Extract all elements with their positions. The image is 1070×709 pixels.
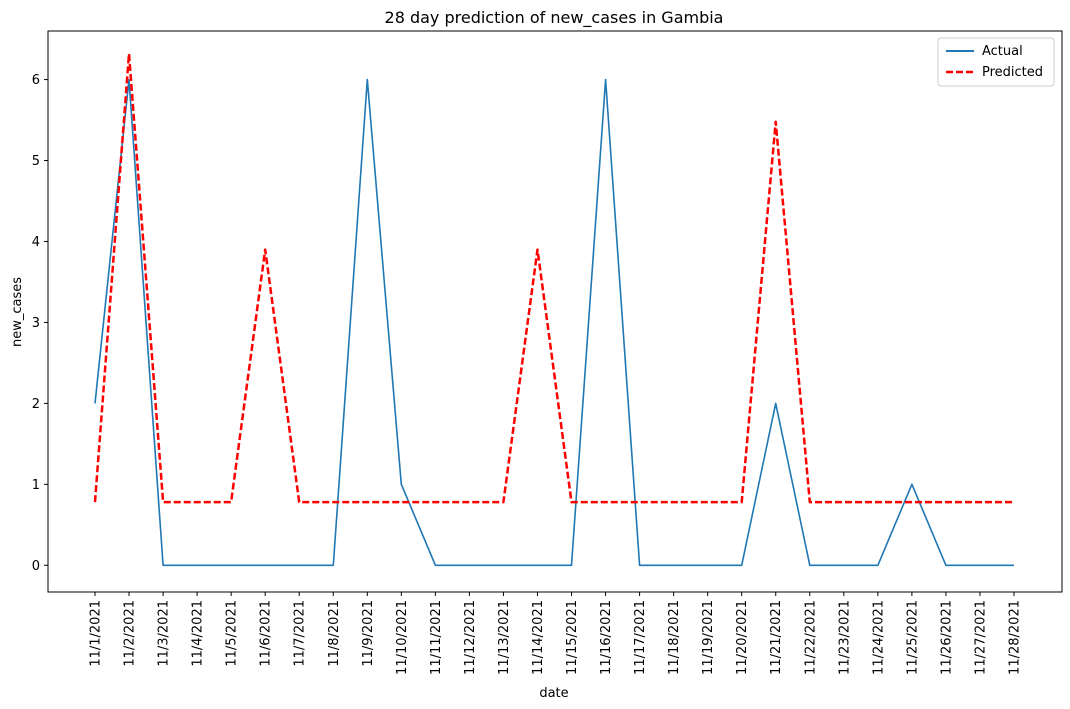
series-line-actual <box>94 78 1014 567</box>
x-tick-label: 11/7/2021 <box>293 600 308 667</box>
x-tick-label: 11/5/2021 <box>225 600 240 667</box>
y-tick-label: 2 <box>32 397 40 412</box>
x-tick-label: 11/9/2021 <box>361 600 376 667</box>
x-tick-label: 11/27/2021 <box>973 600 988 675</box>
x-tick-label: 11/23/2021 <box>837 600 852 675</box>
x-tick-label: 11/2/2021 <box>123 600 138 667</box>
x-tick-label: 11/15/2021 <box>565 600 580 675</box>
y-tick-label: 0 <box>32 559 40 574</box>
y-tick-label: 1 <box>32 478 40 493</box>
x-tick-label: 11/6/2021 <box>259 600 274 667</box>
x-tick-label: 11/1/2021 <box>89 600 104 667</box>
x-tick-label: 11/18/2021 <box>667 600 682 675</box>
x-axis: 11/1/2021 11/2/2021 11/3/2021 11/4/2021 11/5… <box>89 592 1023 675</box>
x-tick-label: 11/4/2021 <box>191 600 206 667</box>
y-axis: 0 1 2 3 4 5 6 <box>32 73 48 574</box>
chart-title: 28 day prediction of new_cases in Gambia <box>385 8 724 28</box>
x-tick-label: 11/10/2021 <box>395 600 410 675</box>
y-tick-label: 5 <box>32 154 40 169</box>
x-tick-label: 11/8/2021 <box>327 600 342 667</box>
plot-area <box>47 30 1063 593</box>
legend-label-predicted: Predicted <box>982 65 1043 80</box>
series-lines <box>93 52 1014 567</box>
x-tick-label: 11/20/2021 <box>735 600 750 675</box>
x-tick-label: 11/13/2021 <box>497 600 512 675</box>
x-tick-label: 11/22/2021 <box>803 600 818 675</box>
x-tick-label: 11/14/2021 <box>531 600 546 675</box>
series-line-predicted <box>93 52 1014 504</box>
y-tick-label: 6 <box>32 73 40 88</box>
y-tick-label: 3 <box>32 316 40 331</box>
x-tick-label: 11/21/2021 <box>769 600 784 675</box>
x-tick-label: 11/24/2021 <box>871 600 886 675</box>
y-axis-label: new_cases <box>10 277 25 347</box>
x-tick-label: 11/16/2021 <box>599 600 614 675</box>
x-axis-label: date <box>539 686 568 701</box>
legend-label-actual: Actual <box>982 44 1023 59</box>
x-tick-label: 11/17/2021 <box>633 600 648 675</box>
x-tick-label: 11/26/2021 <box>939 600 954 675</box>
x-tick-label: 11/25/2021 <box>905 600 920 675</box>
legend: Actual Predicted <box>937 37 1055 87</box>
x-tick-label: 11/19/2021 <box>701 600 716 675</box>
x-tick-label: 11/3/2021 <box>157 600 172 667</box>
x-tick-label: 11/12/2021 <box>463 600 478 675</box>
y-tick-label: 4 <box>32 235 40 250</box>
x-tick-label: 11/28/2021 <box>1008 600 1023 675</box>
x-tick-label: 11/11/2021 <box>429 600 444 675</box>
